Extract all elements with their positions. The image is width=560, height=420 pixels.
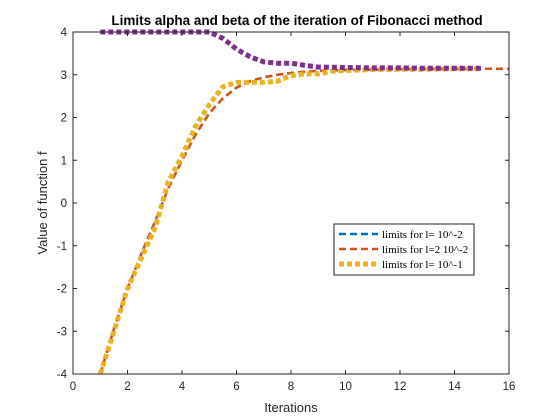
x-tick-label: 10 [339,381,352,393]
x-tick-label: 0 [70,381,76,393]
legend: limits for l= 10^-2 limits for l=2 10^-2 l… [333,223,475,276]
legend-label-3: limits for l= 10^-1 [382,259,463,271]
x-tick-label: 14 [448,381,461,393]
y-tick-label: -3 [57,326,67,338]
plot-area [73,32,509,374]
y-tick-label: 1 [61,155,67,167]
legend-label-2: limits for l=2 10^-2 [382,244,468,256]
series-line-3 [97,66,482,375]
x-axis-label: Iterations [264,400,318,415]
y-tick-label: -4 [57,369,68,381]
y-axis-label: Value of function f [35,151,50,254]
y-tick-label: -2 [57,284,67,296]
x-tick-label: 8 [288,381,294,393]
x-tick-label: 4 [179,381,186,393]
chart-title: Limits alpha and beta of the iteration o… [111,13,482,28]
y-tick-label: 3 [61,70,67,82]
y-tick-label: -1 [57,241,67,253]
x-tick-label: 6 [233,381,239,393]
x-tick-label: 12 [394,381,407,393]
y-tick-label: 2 [61,113,67,125]
x-tick-label: 16 [503,381,516,393]
y-tick-label: 0 [61,198,67,210]
x-tick-label: 2 [124,381,130,393]
y-tick-label: 4 [61,27,68,39]
legend-label-1: limits for l= 10^-2 [382,229,463,241]
